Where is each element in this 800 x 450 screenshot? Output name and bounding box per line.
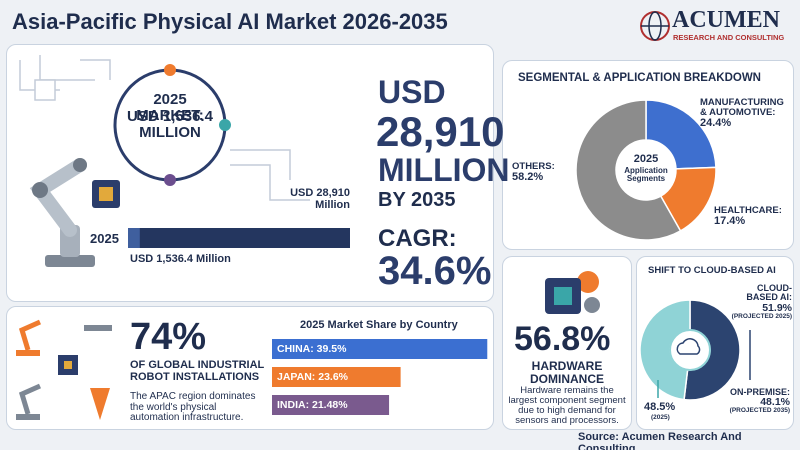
center-subtitle: Application Segments <box>624 166 668 184</box>
chart-title: SHIFT TO CLOUD-BASED AI <box>648 265 776 276</box>
category-label: CLOUD-BASED AI: <box>746 283 792 303</box>
category-label: ON-PREMISE: <box>729 387 790 397</box>
value-label: INDIA: 21.48% <box>277 399 348 411</box>
page-title: Asia-Pacific Physical AI Market 2026-203… <box>12 9 448 34</box>
segment-label: OTHERS: 58.2% <box>512 162 572 184</box>
annotation-value: 48.5% <box>644 401 676 413</box>
cagr-value: 34.6% <box>378 249 492 293</box>
value-label: USD 28,910 Million <box>290 187 350 211</box>
value-label: 24.4% <box>700 116 732 129</box>
donut-hole <box>669 329 711 371</box>
cloud-label: CLOUD-BASED AI: 51.9% (PROJECTED 2025) <box>728 283 792 321</box>
robots-headline: OF GLOBAL INDUSTRIAL ROBOT INSTALLATIONS <box>130 359 265 383</box>
category-label: OTHERS: <box>512 161 555 172</box>
bar <box>128 228 140 248</box>
segment-label: HEALTHCARE: 17.4% <box>714 206 790 228</box>
robots-text: The APAC region dominates the world's ph… <box>130 391 256 423</box>
hardware-figure: 56.8% <box>514 320 611 358</box>
bar <box>272 395 390 415</box>
forecast-prefix: USD <box>378 74 446 110</box>
badge-dot <box>164 64 176 76</box>
category-label: 2025 <box>90 231 119 246</box>
robot-arm-icon <box>29 158 120 267</box>
badge-label: 2025 MARKET: <box>136 91 204 124</box>
badge-dot <box>164 174 176 186</box>
bar <box>128 228 350 248</box>
robot-icons <box>16 319 112 420</box>
value-label: 17.4% <box>714 214 746 227</box>
forecast-unit: MILLION <box>378 152 510 188</box>
value-label: CHINA: 39.5% <box>277 343 347 355</box>
category-label: HEALTHCARE: <box>714 205 782 216</box>
note: (PROJECTED 2025) <box>731 312 792 320</box>
center-title: 2025 <box>633 153 659 165</box>
category-label: MANUFACTURING & AUTOMOTIVE: <box>700 97 784 118</box>
hardware-text: Hardware remains the largest component s… <box>508 385 626 426</box>
chart-title: 2025 Market Share by Country <box>300 319 458 331</box>
hardware-icon <box>545 271 600 314</box>
badge-value: USD 1,536.4 MILLION <box>127 108 213 141</box>
value-label: 58.2% <box>512 170 544 183</box>
forecast-number: 28,910 <box>376 108 505 155</box>
circuit-lines <box>19 55 310 201</box>
forecast-suffix: BY 2035 <box>378 189 456 211</box>
segment-label: MANUFACTURING & AUTOMOTIVE: 24.4% <box>700 98 792 129</box>
donut-hole <box>616 140 676 200</box>
source: Source: Acumen Research And Consulting <box>578 431 742 450</box>
note: (PROJECTED 2035) <box>729 407 790 415</box>
hardware-headline: HARDWARE DOMINANCE <box>530 359 604 386</box>
logo-name: ACUMEN <box>672 7 780 33</box>
value-label: USD 1,536.4 Million <box>130 253 231 265</box>
value-label: 51.9% <box>762 301 792 314</box>
annotation-note: (2025) <box>651 414 670 421</box>
cloud-label: ON-PREMISE: 48.1% (PROJECTED 2035) <box>726 387 790 415</box>
logo-tagline: RESEARCH AND CONSULTING <box>673 33 785 42</box>
robots-figure: 74% <box>130 316 207 358</box>
value-label: 48.1% <box>760 396 790 409</box>
cagr-label: CAGR: <box>378 225 457 252</box>
bar <box>272 367 401 387</box>
chart-title: SEGMENTAL & APPLICATION BREAKDOWN <box>518 72 761 84</box>
badge-dot <box>219 119 231 131</box>
bar <box>272 339 488 359</box>
value-label: JAPAN: 23.6% <box>277 371 348 383</box>
cloud-icon <box>676 338 701 355</box>
